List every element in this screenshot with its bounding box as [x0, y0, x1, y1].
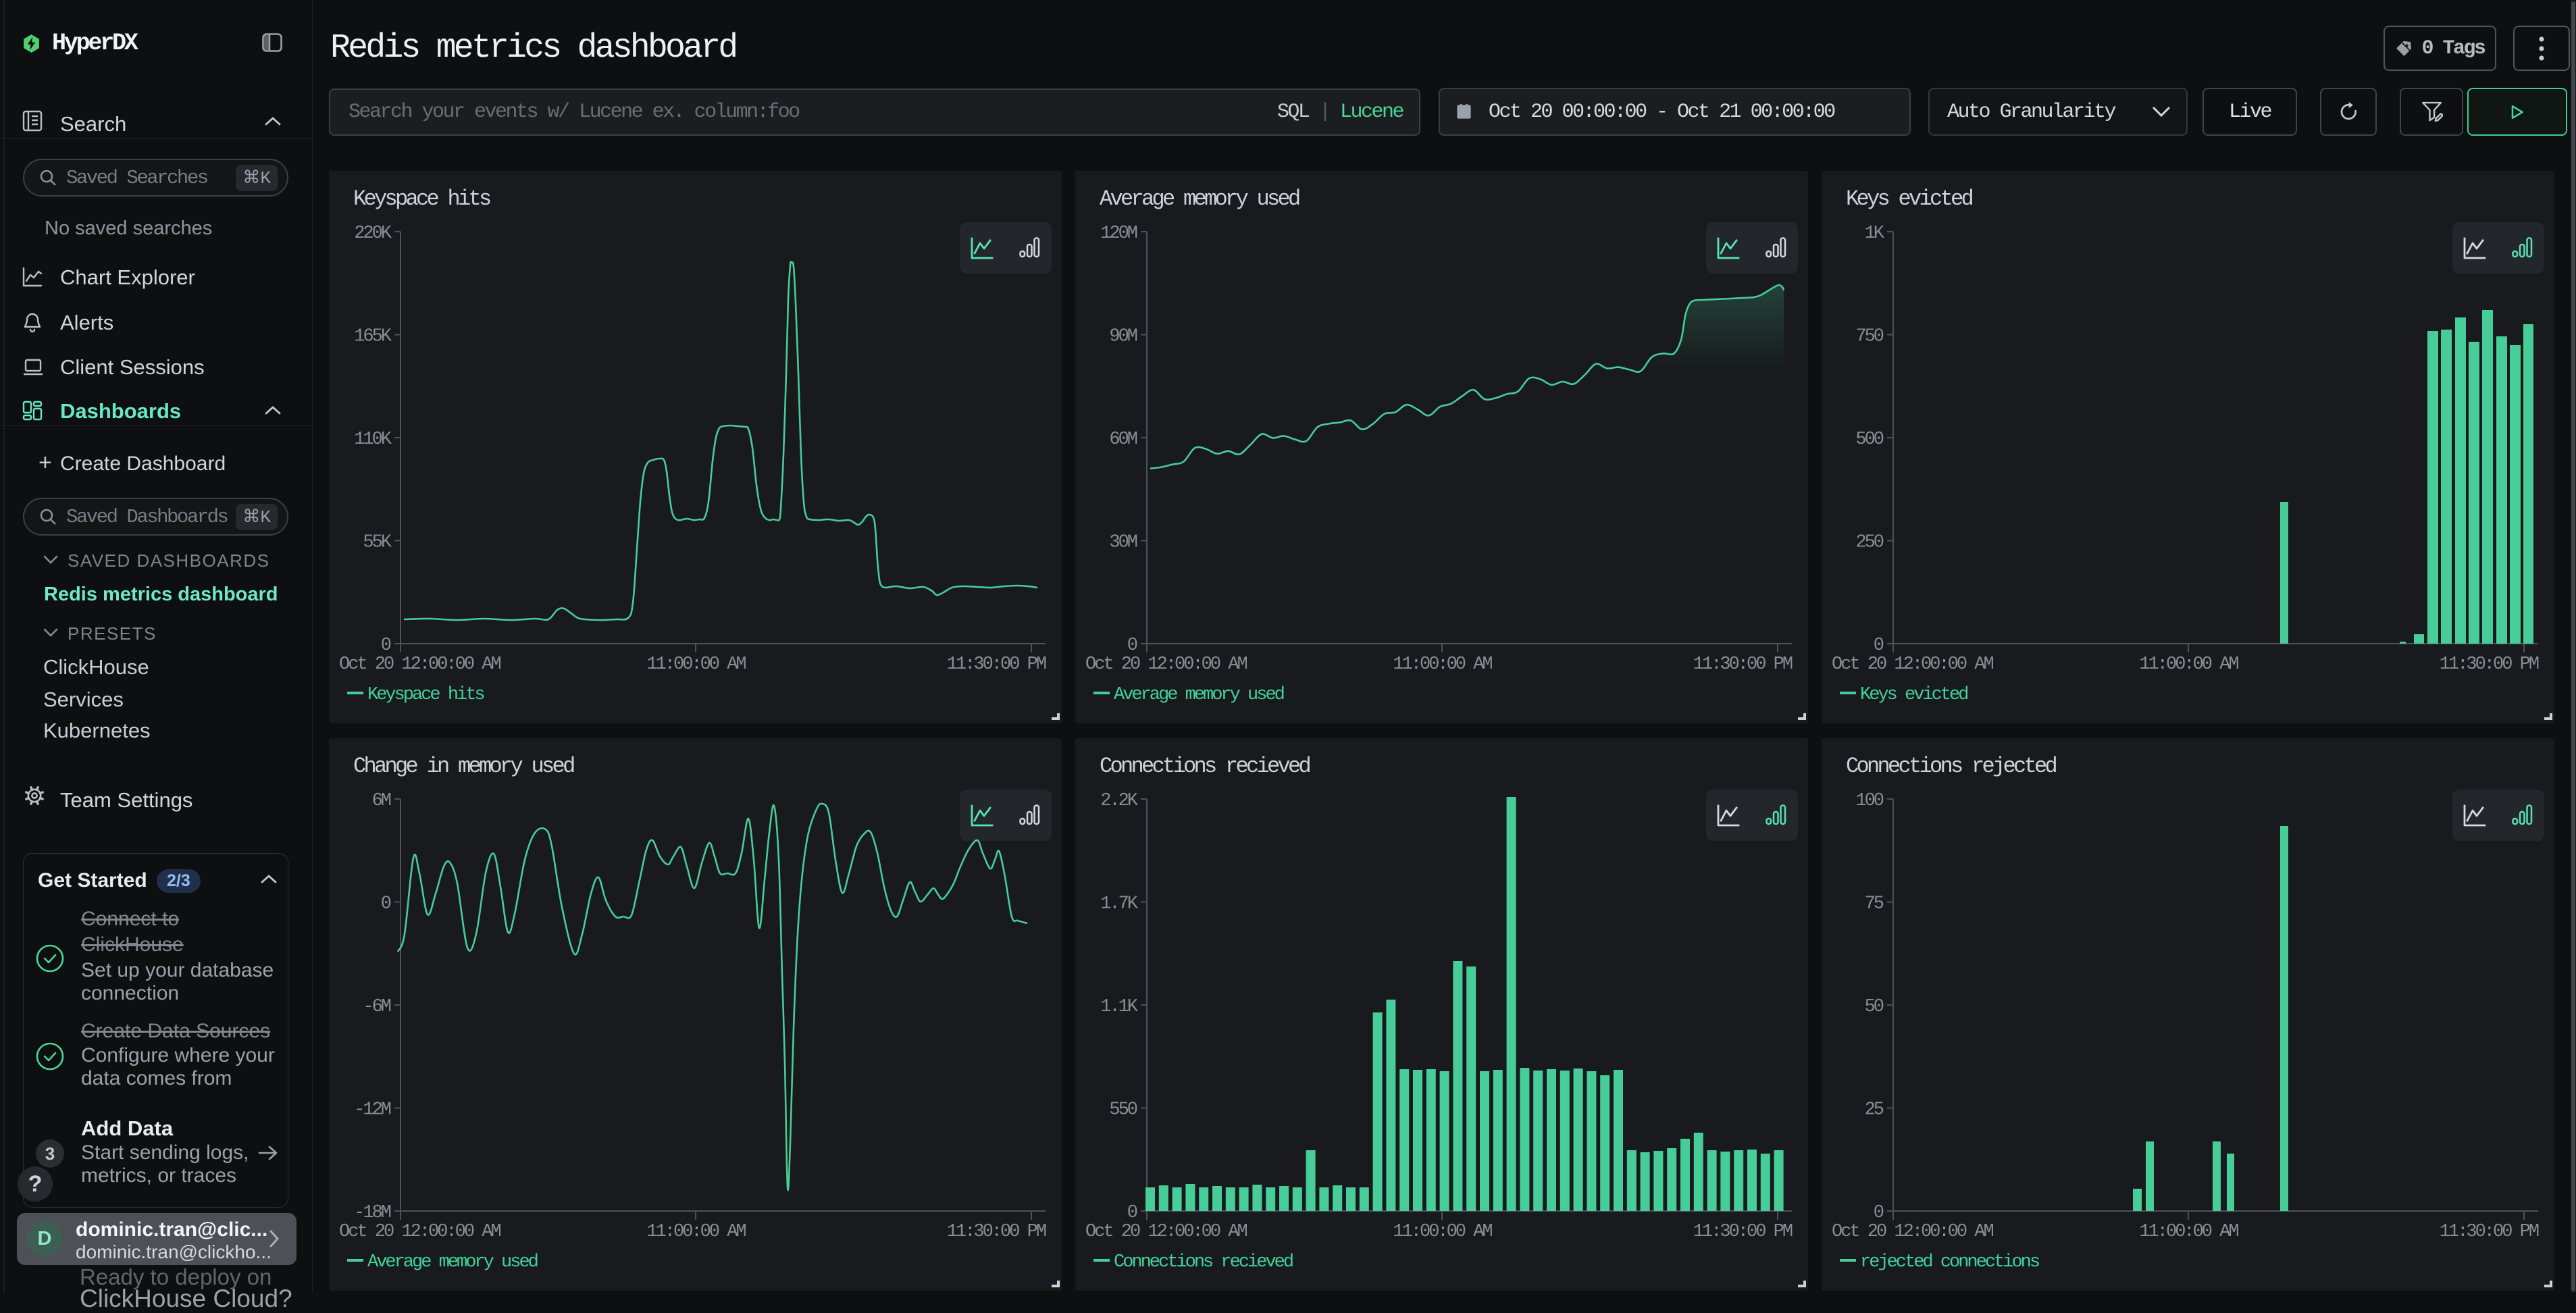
- svg-text:55K: 55K: [363, 533, 392, 553]
- svg-text:220K: 220K: [354, 224, 392, 244]
- svg-text:11:30:00 PM: 11:30:00 PM: [2440, 654, 2539, 675]
- svg-text:75: 75: [1865, 894, 1884, 915]
- svg-text:-18M: -18M: [354, 1203, 391, 1223]
- svg-text:11:30:00 PM: 11:30:00 PM: [1693, 1222, 1793, 1242]
- svg-text:Keyspace hits: Keyspace hits: [367, 685, 484, 705]
- svg-text:11:30:00 PM: 11:30:00 PM: [947, 1222, 1046, 1242]
- svg-text:11:00:00 AM: 11:00:00 AM: [646, 654, 746, 675]
- svg-text:Oct 20 12:00:00 AM: Oct 20 12:00:00 AM: [339, 654, 500, 675]
- svg-text:0: 0: [1874, 636, 1884, 656]
- svg-text:0: 0: [1127, 636, 1137, 656]
- svg-text:-6M: -6M: [363, 997, 390, 1017]
- svg-text:60M: 60M: [1109, 430, 1137, 450]
- svg-text:1.1K: 1.1K: [1100, 997, 1139, 1017]
- svg-text:11:00:00 AM: 11:00:00 AM: [2139, 654, 2238, 675]
- svg-text:110K: 110K: [354, 430, 392, 450]
- svg-text:11:30:00 PM: 11:30:00 PM: [947, 654, 1046, 675]
- svg-text:Connections recieved: Connections recieved: [1100, 754, 1310, 779]
- svg-text:11:00:00 AM: 11:00:00 AM: [1393, 654, 1492, 675]
- svg-text:165K: 165K: [354, 327, 392, 347]
- svg-text:120M: 120M: [1100, 224, 1137, 244]
- svg-text:550: 550: [1109, 1100, 1137, 1121]
- svg-text:-12M: -12M: [354, 1100, 391, 1121]
- svg-text:11:00:00 AM: 11:00:00 AM: [2139, 1222, 2238, 1242]
- svg-text:0: 0: [381, 636, 391, 656]
- svg-text:Change in memory used: Change in memory used: [353, 754, 574, 779]
- svg-text:100: 100: [1855, 791, 1883, 811]
- svg-text:Oct 20 12:00:00 AM: Oct 20 12:00:00 AM: [1832, 1222, 1993, 1242]
- svg-text:11:30:00 PM: 11:30:00 PM: [1693, 654, 1793, 675]
- svg-text:500: 500: [1855, 430, 1883, 450]
- svg-text:1.7K: 1.7K: [1100, 894, 1139, 915]
- svg-text:Average memory used: Average memory used: [367, 1252, 538, 1272]
- svg-text:Keyspace hits: Keyspace hits: [353, 186, 490, 211]
- svg-text:Oct 20 12:00:00 AM: Oct 20 12:00:00 AM: [1085, 654, 1247, 675]
- svg-text:0: 0: [1127, 1203, 1137, 1223]
- svg-text:rejected connections: rejected connections: [1860, 1252, 2039, 1272]
- svg-text:Keys evicted: Keys evicted: [1860, 685, 1967, 705]
- svg-text:1K: 1K: [1865, 224, 1885, 244]
- svg-text:Oct 20 12:00:00 AM: Oct 20 12:00:00 AM: [1085, 1222, 1247, 1242]
- svg-text:250: 250: [1855, 533, 1883, 553]
- svg-text:Keys evicted: Keys evicted: [1846, 186, 1973, 211]
- svg-text:30M: 30M: [1109, 533, 1137, 553]
- svg-text:Connections rejected: Connections rejected: [1846, 754, 2057, 779]
- svg-text:50: 50: [1865, 997, 1884, 1017]
- svg-text:750: 750: [1855, 327, 1883, 347]
- svg-text:Average memory used: Average memory used: [1114, 685, 1284, 705]
- svg-text:0: 0: [1874, 1203, 1884, 1223]
- svg-text:11:00:00 AM: 11:00:00 AM: [646, 1222, 746, 1242]
- svg-text:90M: 90M: [1109, 327, 1137, 347]
- svg-text:25: 25: [1865, 1100, 1884, 1121]
- svg-text:Oct 20 12:00:00 AM: Oct 20 12:00:00 AM: [339, 1222, 500, 1242]
- svg-text:11:30:00 PM: 11:30:00 PM: [2440, 1222, 2539, 1242]
- svg-text:Average memory used: Average memory used: [1100, 186, 1299, 211]
- svg-text:6M: 6M: [372, 791, 391, 811]
- svg-text:Connections recieved: Connections recieved: [1114, 1252, 1293, 1272]
- svg-text:Oct 20 12:00:00 AM: Oct 20 12:00:00 AM: [1832, 654, 1993, 675]
- svg-text:0: 0: [381, 894, 391, 915]
- svg-text:11:00:00 AM: 11:00:00 AM: [1393, 1222, 1492, 1242]
- svg-text:2.2K: 2.2K: [1100, 791, 1139, 811]
